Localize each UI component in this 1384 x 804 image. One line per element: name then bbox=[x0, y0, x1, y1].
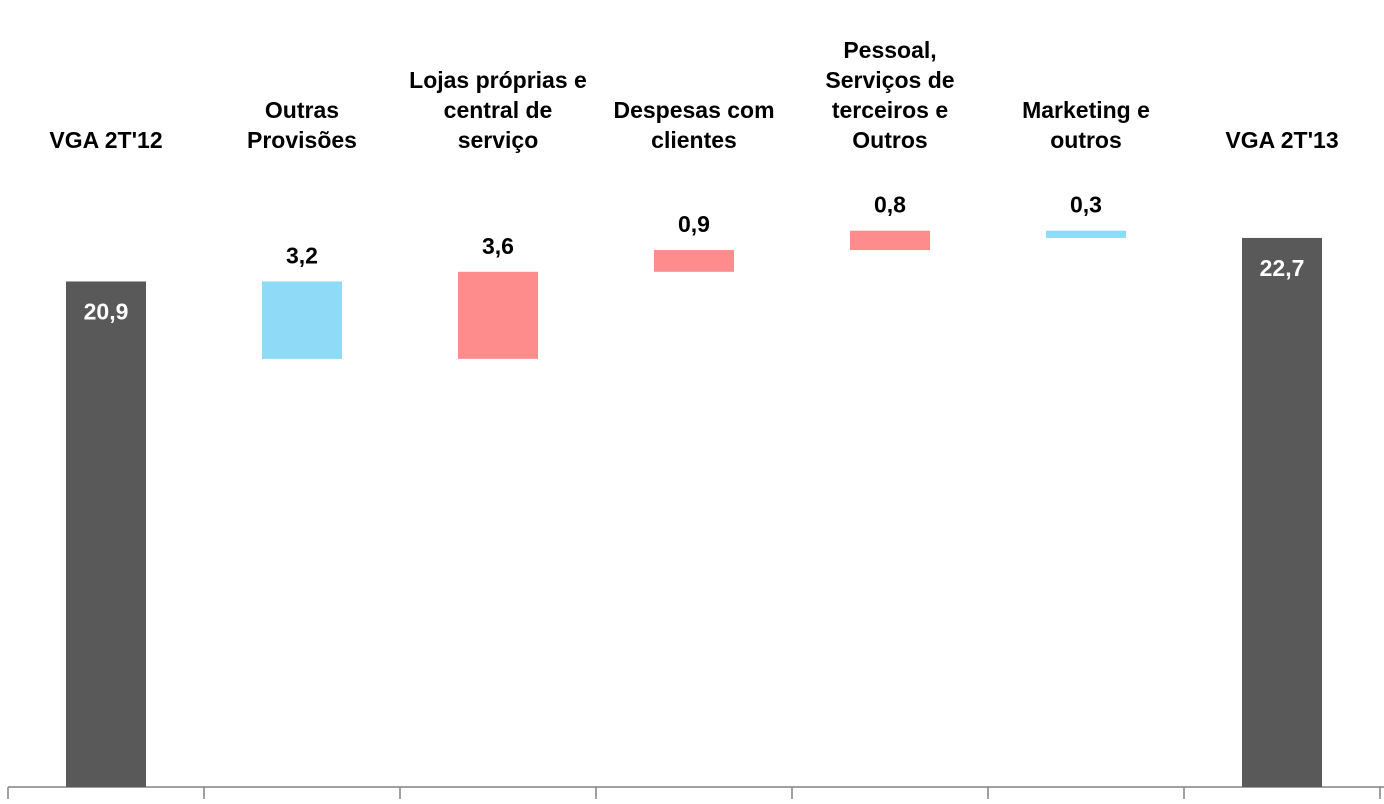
bar bbox=[458, 271, 538, 359]
category-label: Outras Provisões bbox=[247, 97, 357, 153]
value-label: 22,7 bbox=[1260, 255, 1305, 281]
category-label: VGA 2T'13 bbox=[1225, 127, 1338, 153]
bar bbox=[654, 250, 734, 272]
category-label: Lojas próprias e central de serviço bbox=[409, 67, 587, 153]
value-label: 3,6 bbox=[482, 233, 514, 259]
bar bbox=[262, 281, 342, 359]
bar bbox=[66, 281, 146, 787]
category-label: Despesas com clientes bbox=[613, 97, 774, 153]
category-label: Marketing e outros bbox=[1022, 97, 1150, 153]
value-label: 3,2 bbox=[286, 242, 318, 268]
value-label: 20,9 bbox=[84, 298, 129, 324]
value-label: 0,9 bbox=[678, 211, 710, 237]
category-label: VGA 2T'12 bbox=[49, 127, 162, 153]
value-label: 0,8 bbox=[874, 192, 906, 218]
bar bbox=[1242, 237, 1322, 788]
value-label: 0,3 bbox=[1070, 192, 1102, 218]
category-label: Pessoal, Serviços de terceiros e Outros bbox=[825, 37, 954, 153]
bar bbox=[850, 230, 930, 251]
bar bbox=[1046, 230, 1126, 238]
